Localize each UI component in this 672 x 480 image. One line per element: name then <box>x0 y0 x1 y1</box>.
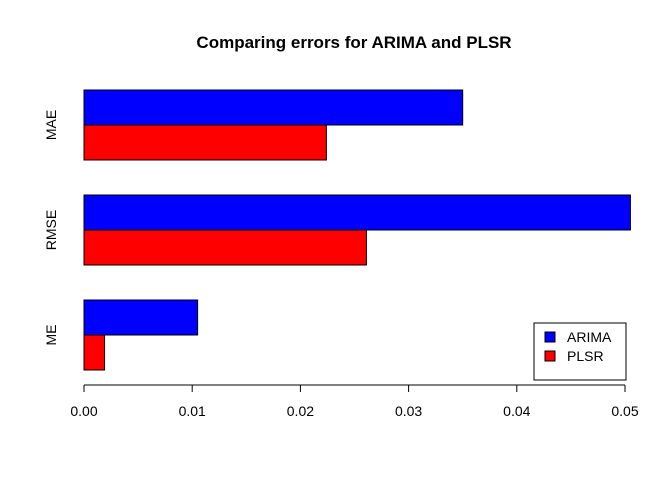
x-axis: 0.00 0.01 0.02 0.03 0.04 0.05 <box>70 384 639 419</box>
bars-group <box>83 89 631 371</box>
x-tick-label: 0.04 <box>503 403 530 419</box>
bar-rmse-arima <box>83 194 631 231</box>
legend: ARIMA PLSR <box>533 322 627 381</box>
category-label-rmse: RMSE <box>43 210 59 250</box>
category-label-me: ME <box>43 325 59 346</box>
bar-rmse-plsr <box>83 229 367 266</box>
category-label-mae: MAE <box>43 110 59 140</box>
x-tick-label: 0.00 <box>70 403 97 419</box>
bar-me-arima <box>83 299 199 336</box>
x-tick-label: 0.03 <box>395 403 422 419</box>
x-tick-label: 0.02 <box>287 403 314 419</box>
chart-title: Comparing errors for ARIMA and PLSR <box>196 33 511 52</box>
legend-swatch-arima <box>544 331 556 343</box>
x-tick-label: 0.05 <box>611 403 638 419</box>
bar-mae-arima <box>83 89 464 126</box>
legend-label-plsr: PLSR <box>567 348 604 364</box>
bar-me-plsr <box>83 334 106 371</box>
legend-label-arima: ARIMA <box>567 329 612 345</box>
legend-swatch-plsr <box>544 350 556 362</box>
x-tick-label: 0.01 <box>179 403 206 419</box>
category-labels: ME RMSE MAE <box>43 110 59 346</box>
bar-mae-plsr <box>83 124 327 161</box>
